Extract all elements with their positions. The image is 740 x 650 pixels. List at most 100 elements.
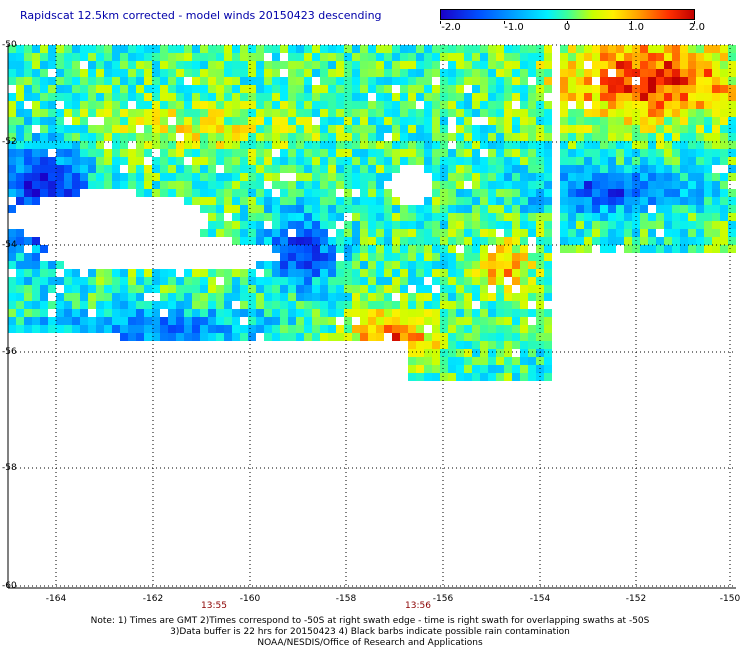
wind-cell bbox=[168, 133, 176, 141]
wind-cell bbox=[168, 285, 176, 293]
wind-cell bbox=[280, 101, 288, 109]
colorbar-label: -1.0 bbox=[504, 22, 524, 33]
wind-cell bbox=[480, 133, 488, 141]
wind-cell bbox=[232, 197, 240, 205]
wind-cell bbox=[192, 293, 200, 301]
wind-cell bbox=[320, 165, 328, 173]
wind-cell bbox=[576, 197, 584, 205]
wind-cell bbox=[128, 277, 136, 285]
wind-cell bbox=[232, 149, 240, 157]
wind-cell bbox=[464, 53, 472, 61]
wind-cell bbox=[32, 77, 40, 85]
wind-cell bbox=[728, 213, 736, 221]
wind-cell bbox=[344, 197, 352, 205]
wind-cell bbox=[200, 93, 208, 101]
wind-cell bbox=[480, 373, 488, 381]
wind-cell bbox=[456, 349, 464, 357]
wind-cell bbox=[544, 229, 552, 237]
wind-cell bbox=[624, 173, 632, 181]
wind-cell bbox=[448, 109, 456, 117]
wind-cell bbox=[336, 93, 344, 101]
wind-cell bbox=[496, 245, 504, 253]
wind-cell bbox=[16, 93, 24, 101]
wind-cell bbox=[520, 77, 528, 85]
wind-cell bbox=[720, 189, 728, 197]
wind-cell bbox=[440, 69, 448, 77]
wind-cell bbox=[472, 77, 480, 85]
wind-cell bbox=[472, 333, 480, 341]
wind-cell bbox=[544, 141, 552, 149]
wind-cell bbox=[24, 85, 32, 93]
wind-cell bbox=[688, 133, 696, 141]
wind-cell bbox=[464, 189, 472, 197]
wind-cell bbox=[432, 133, 440, 141]
note-line-3: NOAA/NESDIS/Office of Research and Appli… bbox=[257, 638, 483, 648]
wind-cell bbox=[456, 61, 464, 69]
wind-cell bbox=[296, 221, 304, 229]
wind-cell bbox=[312, 253, 320, 261]
wind-cell bbox=[424, 333, 432, 341]
wind-cell bbox=[120, 285, 128, 293]
wind-cell bbox=[616, 77, 624, 85]
wind-cell bbox=[144, 93, 152, 101]
wind-cell bbox=[88, 101, 96, 109]
wind-cell bbox=[712, 53, 720, 61]
wind-cell bbox=[208, 157, 216, 165]
wind-cell bbox=[232, 61, 240, 69]
wind-cell bbox=[640, 197, 648, 205]
wind-cell bbox=[408, 45, 416, 53]
wind-cell bbox=[448, 165, 456, 173]
wind-cell bbox=[80, 285, 88, 293]
wind-cell bbox=[128, 133, 136, 141]
wind-cell bbox=[416, 109, 424, 117]
wind-cell bbox=[24, 181, 32, 189]
wind-cell bbox=[344, 157, 352, 165]
wind-cell bbox=[464, 245, 472, 253]
wind-cell bbox=[616, 101, 624, 109]
wind-cell bbox=[416, 149, 424, 157]
wind-cell bbox=[288, 245, 296, 253]
wind-cell bbox=[320, 189, 328, 197]
wind-cell bbox=[240, 181, 248, 189]
wind-cell bbox=[432, 173, 440, 181]
wind-cell bbox=[232, 69, 240, 77]
wind-cell bbox=[472, 85, 480, 93]
wind-cell bbox=[480, 109, 488, 117]
wind-cell bbox=[600, 69, 608, 77]
wind-cell bbox=[240, 109, 248, 117]
wind-cell bbox=[680, 197, 688, 205]
wind-cell bbox=[176, 101, 184, 109]
wind-cell bbox=[16, 261, 24, 269]
wind-cell bbox=[464, 149, 472, 157]
wind-cell bbox=[32, 101, 40, 109]
wind-cell bbox=[464, 301, 472, 309]
wind-cell bbox=[456, 157, 464, 165]
wind-cell bbox=[56, 173, 64, 181]
wind-cell bbox=[600, 173, 608, 181]
wind-cell bbox=[112, 77, 120, 85]
wind-cell bbox=[208, 69, 216, 77]
wind-cell bbox=[216, 325, 224, 333]
wind-cell bbox=[712, 93, 720, 101]
wind-cell bbox=[144, 301, 152, 309]
wind-cell bbox=[512, 221, 520, 229]
wind-cell bbox=[256, 149, 264, 157]
wind-cell bbox=[568, 77, 576, 85]
wind-cell bbox=[88, 53, 96, 61]
wind-cell bbox=[608, 45, 616, 53]
wind-cell bbox=[232, 293, 240, 301]
wind-cell bbox=[416, 253, 424, 261]
wind-cell bbox=[464, 357, 472, 365]
wind-cell bbox=[48, 133, 56, 141]
wind-cell bbox=[408, 261, 416, 269]
wind-cell bbox=[8, 157, 16, 165]
wind-cell bbox=[408, 325, 416, 333]
wind-cell bbox=[432, 277, 440, 285]
wind-cell bbox=[304, 45, 312, 53]
wind-cell bbox=[616, 189, 624, 197]
wind-cell bbox=[376, 189, 384, 197]
wind-cell bbox=[336, 269, 344, 277]
wind-cell bbox=[392, 101, 400, 109]
wind-cell bbox=[368, 237, 376, 245]
wind-cell bbox=[480, 261, 488, 269]
